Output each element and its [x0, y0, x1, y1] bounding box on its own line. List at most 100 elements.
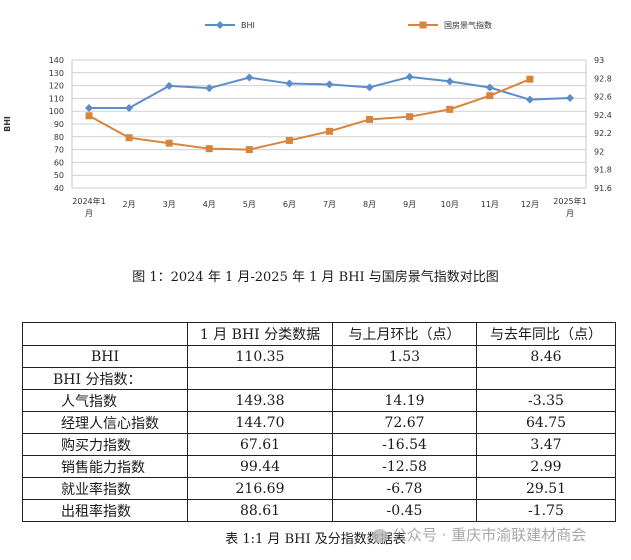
y2-tick-label: 92	[594, 147, 604, 156]
x-tick-label: 5月	[243, 200, 256, 209]
y-tick-label: 80	[54, 133, 64, 142]
value-cell: 67.61	[187, 433, 333, 456]
x-tick-label: 2025年1	[553, 196, 586, 206]
x-tick-label: 11月	[481, 200, 499, 209]
data-point-guofang	[486, 92, 494, 100]
y-tick-label: 90	[54, 120, 64, 129]
value-cell: 88.61	[187, 499, 333, 522]
table-row: 人气指数 149.38 14.19 -3.35	[22, 389, 616, 412]
table-row: 就业率指数 216.69 -6.78 29.51	[22, 477, 616, 500]
value-cell: -1.75	[476, 499, 616, 522]
row-label-cell: 销售能力指数	[22, 455, 188, 478]
value-cell: -3.35	[476, 389, 616, 412]
value-cell: 29.51	[476, 477, 616, 500]
x-tick-label: 10月	[441, 200, 459, 209]
x-tick-label: 6月	[283, 200, 296, 209]
bhi-data-table: 1 月 BHI 分类数据 与上月环比（点） 与去年同比（点） BHI 110.35…	[22, 322, 616, 522]
y-tick-label: 50	[54, 171, 64, 180]
value-cell: -16.54	[332, 433, 477, 456]
data-point-bhi	[285, 79, 294, 88]
table-row: 经理人信心指数 144.70 72.67 64.75	[22, 411, 616, 434]
y-tick-label: 110	[49, 94, 64, 103]
data-point-guofang	[406, 113, 414, 121]
value-cell: 110.35	[187, 345, 333, 368]
y2-tick-label: 92.6	[594, 93, 612, 102]
legend-label: BHI	[241, 21, 255, 30]
x-tick-label: 月	[566, 209, 574, 218]
value-cell: -12.58	[332, 455, 477, 478]
table-row: BHI 110.35 1.53 8.46	[22, 345, 616, 368]
y-tick-label: 100	[49, 107, 64, 116]
x-tick-label: 2月	[123, 200, 136, 209]
table-header-cell: 与去年同比（点）	[476, 322, 616, 346]
y-tick-label: 140	[49, 56, 64, 65]
y-tick-label: 40	[54, 184, 64, 193]
value-cell	[476, 367, 616, 390]
data-point-guofang	[366, 115, 374, 123]
value-cell	[332, 367, 477, 390]
y2-tick-label: 92.4	[594, 111, 612, 120]
value-cell: -6.78	[332, 477, 477, 500]
value-cell: 64.75	[476, 411, 616, 434]
y-tick-label: 60	[54, 158, 64, 167]
data-point-guofang	[526, 75, 534, 83]
data-point-bhi	[365, 83, 374, 92]
y2-tick-label: 91.6	[594, 184, 612, 193]
data-point-bhi	[566, 93, 574, 102]
legend-marker	[419, 21, 427, 29]
value-cell: 1.53	[332, 345, 477, 368]
row-label-cell: 就业率指数	[22, 477, 188, 500]
data-point-bhi	[325, 80, 334, 89]
data-point-bhi	[525, 95, 534, 104]
series-line-1	[88, 78, 531, 151]
x-tick-label: 8月	[363, 200, 376, 209]
table-caption: 表 1:1 月 BHI 及分指数数据表	[225, 532, 406, 547]
row-label-cell: 人气指数	[22, 389, 188, 412]
data-point-bhi	[485, 83, 494, 92]
data-point-bhi	[205, 84, 214, 93]
data-point-guofang	[165, 139, 173, 147]
data-point-guofang	[85, 112, 93, 120]
line-chart: 40 50 60 70 80 90 100 110 120 130 140 91.6 91.8 92 92.…	[3, 20, 612, 218]
y-tick-label: 70	[54, 146, 64, 155]
figure-caption: 图 1：2024 年 1 月-2025 年 1 月 BHI 与国房景气指数对比图	[132, 270, 499, 285]
data-point-bhi	[445, 77, 454, 86]
data-point-guofang	[285, 136, 293, 144]
row-label-cell: BHI	[22, 345, 188, 368]
data-point-bhi	[405, 72, 414, 81]
row-label-cell: 购买力指数	[22, 433, 188, 456]
value-cell	[187, 367, 333, 390]
data-point-guofang	[446, 105, 454, 113]
value-cell: 72.67	[332, 411, 477, 434]
data-point-guofang	[245, 146, 253, 154]
data-point-bhi	[245, 73, 254, 82]
watermark-text: 公众号 · 重庆市渝联建材商会	[392, 526, 587, 544]
table-header-row: 1 月 BHI 分类数据 与上月环比（点） 与去年同比（点）	[22, 322, 616, 346]
watermark: 公众号 · 重庆市渝联建材商会	[372, 524, 586, 545]
data-point-guofang	[326, 127, 333, 135]
row-label-cell: 出租率指数	[22, 499, 188, 522]
y2-tick-label: 92.8	[594, 74, 612, 83]
table-row: BHI 分指数：	[22, 367, 616, 390]
value-cell: 99.44	[187, 455, 333, 478]
legend-label: 国房景气指数	[444, 20, 492, 30]
legend-marker	[216, 21, 224, 29]
y-tick-label: 120	[49, 82, 64, 91]
x-tick-label: 12月	[521, 200, 539, 209]
y-axis-title: BHI	[3, 116, 12, 132]
x-tick-label: 2024年1	[72, 196, 105, 206]
row-label-cell: 经理人信心指数	[22, 411, 188, 434]
value-cell: -0.45	[332, 499, 477, 522]
value-cell: 216.69	[187, 477, 333, 500]
x-tick-label: 9月	[403, 200, 416, 209]
value-cell: 149.38	[187, 389, 333, 412]
x-tick-label: 3月	[163, 200, 176, 209]
table-row: 销售能力指数 99.44 -12.58 2.99	[22, 455, 616, 478]
data-point-bhi	[165, 81, 174, 90]
table-row: 出租率指数 88.61 -0.45 -1.75	[22, 499, 616, 522]
data-point-guofang	[125, 134, 133, 142]
row-label-cell: BHI 分指数：	[22, 367, 188, 390]
x-tick-label: 月	[85, 209, 93, 218]
y2-tick-label: 91.8	[594, 166, 612, 175]
table-header-cell	[22, 322, 188, 346]
